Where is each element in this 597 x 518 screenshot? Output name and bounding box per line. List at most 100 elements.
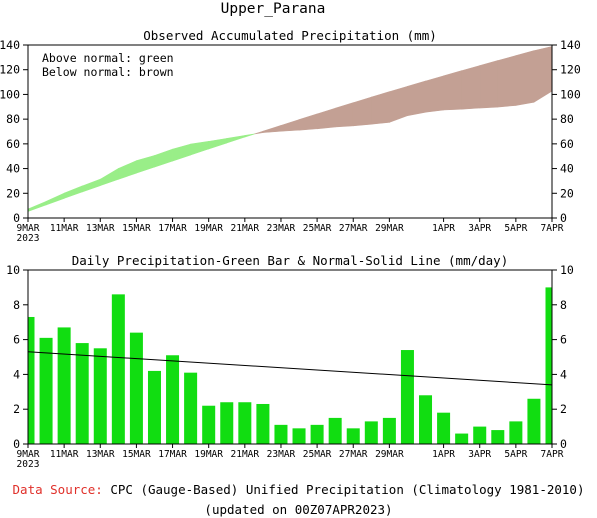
below-normal-area	[262, 125, 282, 133]
above-normal-area	[118, 160, 137, 180]
below-normal-area	[479, 60, 499, 109]
daily-bar	[28, 316, 35, 444]
y-tick-label-right: 40	[560, 162, 574, 176]
below-normal-area	[334, 102, 354, 128]
daily-bar	[39, 337, 53, 444]
y-tick-label-left: 120	[0, 63, 20, 77]
x-tick-label: 3APR	[468, 449, 491, 460]
y-tick-label-left: 80	[6, 112, 20, 126]
daily-bar	[346, 428, 360, 444]
x-tick-label: 1APR	[432, 449, 455, 460]
y-tick-label-left: 6	[13, 333, 20, 347]
below-normal-area	[389, 85, 408, 123]
y-tick-label-right: 80	[560, 112, 574, 126]
page-title: Upper_Parana	[221, 1, 326, 17]
x-tick-label: 19MAR	[194, 449, 223, 460]
below-normal-area	[443, 70, 462, 111]
above-normal-area	[226, 135, 246, 144]
below-normal-area	[515, 50, 535, 106]
chart-title: Daily Precipitation-Green Bar & Normal-S…	[72, 253, 509, 268]
y-tick-label-right: 6	[560, 333, 567, 347]
y-tick-label-right: 20	[560, 186, 574, 200]
y-tick-label-left: 20	[6, 186, 20, 200]
x-tick-label: 7APR	[541, 223, 564, 234]
data-source-text: CPC (Gauge-Based) Unified Precipitation …	[102, 482, 585, 497]
x-tick-label: 15MAR	[122, 449, 151, 460]
x-tick-label: 13MAR	[86, 223, 115, 234]
x-tick-label: 1APR	[432, 223, 455, 234]
daily-bar	[256, 403, 270, 444]
daily-bar	[527, 398, 541, 444]
above-normal-area	[99, 168, 119, 187]
x-tick-label: 17MAR	[158, 223, 187, 234]
y-tick-label-right: 8	[560, 298, 567, 312]
x-tick-label: 27MAR	[339, 223, 368, 234]
plot-frame	[27, 269, 553, 445]
daily-bar	[274, 424, 288, 444]
daily-bar	[166, 355, 180, 444]
x-tick-label: 3APR	[468, 223, 491, 234]
daily-bar	[328, 417, 342, 444]
daily-bar	[545, 287, 552, 444]
daily-bar	[238, 402, 252, 444]
x-tick-label: 23MAR	[267, 223, 296, 234]
x-tick-label: 25MAR	[303, 223, 332, 234]
x-year-label: 2023	[17, 459, 40, 470]
below-normal-area	[425, 75, 444, 113]
x-tick-label: 5APR	[504, 449, 527, 460]
daily-bar	[382, 417, 396, 444]
x-tick-label: 23MAR	[267, 449, 296, 460]
daily-bar	[437, 412, 451, 444]
daily-bar	[364, 421, 378, 444]
chart-title: Observed Accumulated Precipitation (mm)	[143, 28, 437, 43]
above-normal-area	[63, 185, 83, 199]
x-tick-label: 29MAR	[375, 449, 404, 460]
above-normal-area	[154, 148, 173, 168]
daily-bar	[93, 348, 107, 444]
data-source-label: Data Source:	[12, 482, 103, 497]
y-tick-label-right: 4	[560, 367, 567, 381]
x-tick-label: 17MAR	[158, 449, 187, 460]
x-tick-label: 21MAR	[231, 223, 260, 234]
daily-bar	[400, 350, 414, 444]
daily-bar	[147, 370, 161, 444]
normal-line	[27, 351, 553, 386]
daily-bar	[491, 430, 505, 444]
below-normal-area	[461, 65, 481, 110]
y-tick-label-right: 100	[560, 87, 581, 101]
above-normal-area	[208, 138, 228, 150]
y-tick-label-right: 0	[560, 211, 567, 225]
daily-bar	[129, 332, 143, 444]
x-tick-label: 15MAR	[122, 223, 151, 234]
x-tick-label: 25MAR	[303, 449, 332, 460]
daily-bar	[419, 395, 433, 444]
daily-bar	[202, 405, 216, 444]
below-normal-area	[497, 55, 517, 108]
daily-bar	[57, 327, 71, 444]
below-normal-area	[533, 46, 553, 103]
x-tick-label: 7APR	[541, 449, 564, 460]
y-tick-label-left: 60	[6, 137, 20, 151]
daily-bar	[111, 294, 125, 444]
x-tick-label: 21MAR	[231, 449, 260, 460]
daily-precip-chart: Daily Precipitation-Green Bar & Normal-S…	[6, 253, 574, 470]
y-tick-label-left: 10	[6, 263, 20, 277]
x-tick-label: 29MAR	[375, 223, 404, 234]
legend-above-normal: Above normal: green	[42, 51, 174, 65]
daily-bar	[220, 402, 234, 444]
above-normal-area	[190, 141, 209, 156]
y-tick-label-right: 140	[560, 38, 581, 52]
data-source-line: Data Source: CPC (Gauge-Based) Unified P…	[0, 482, 597, 497]
daily-bar	[75, 343, 89, 444]
below-normal-area	[407, 80, 426, 117]
x-tick-label: 27MAR	[339, 449, 368, 460]
y-tick-label-left: 100	[0, 87, 20, 101]
y-tick-label-right: 2	[560, 402, 567, 416]
below-normal-area	[352, 96, 372, 127]
daily-bar	[509, 421, 523, 444]
above-normal-area	[45, 192, 65, 206]
above-normal-area	[244, 133, 255, 138]
x-tick-label: 9MAR	[17, 449, 40, 460]
daily-bar	[184, 372, 198, 444]
x-tick-label: 13MAR	[86, 449, 115, 460]
